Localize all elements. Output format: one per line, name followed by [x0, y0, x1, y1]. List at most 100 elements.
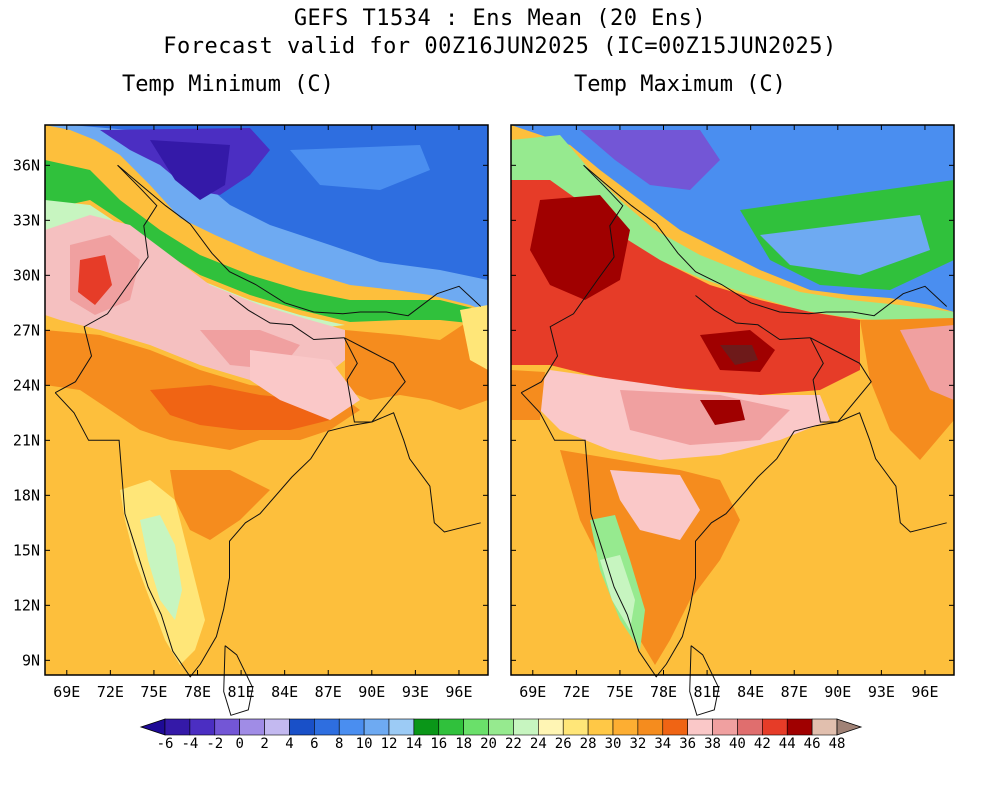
panel-title-min: Temp Minimum (C): [122, 72, 334, 97]
map-boundary-line: [54, 392, 481, 678]
colorbar-swatch: [637, 718, 664, 736]
map-boundary-line: [54, 164, 158, 394]
colorbar-swatch: [438, 718, 464, 736]
lon-tick-label: 90E: [358, 683, 385, 701]
colorbar-label: 4: [285, 736, 293, 752]
colorbar-label: -4: [181, 736, 198, 752]
colorbar-label: 2: [260, 736, 268, 752]
colorbar-label: 46: [804, 736, 821, 752]
temp-min-map: [45, 125, 488, 675]
colorbar-label: 22: [505, 736, 522, 752]
lat-tick-label: 33N: [13, 211, 40, 229]
colorbar-label: 30: [605, 736, 622, 752]
colorbar-label: 8: [335, 736, 343, 752]
lat-tick-label: 12N: [13, 596, 40, 614]
colorbar-swatch: [737, 718, 763, 736]
colorbar-label: 28: [580, 736, 597, 752]
colorbar-swatch: [338, 718, 365, 736]
map-boundary-line: [583, 164, 948, 317]
colorbar-swatch: [786, 718, 813, 736]
map-boundary-line: [695, 295, 811, 341]
lon-tick-label: 69E: [53, 683, 80, 701]
lon-tick-label: 96E: [445, 683, 472, 701]
lat-tick-label: 30N: [13, 266, 40, 284]
colorbar-swatch: [388, 718, 415, 736]
colorbar-label: -6: [157, 736, 174, 752]
colorbar-label: 38: [704, 736, 721, 752]
colorbar-arrow-left: [139, 718, 166, 736]
colorbar-label: 40: [729, 736, 746, 752]
lon-tick-label: 84E: [737, 683, 764, 701]
colorbar-swatch: [587, 718, 614, 736]
colorbar-label: 26: [555, 736, 572, 752]
lat-tick-label: 24N: [13, 376, 40, 394]
colorbar-swatch: [214, 718, 240, 736]
lon-tick-label: 93E: [402, 683, 429, 701]
map-boundary-line: [229, 295, 345, 341]
map-boundary-line: [520, 164, 624, 394]
lon-tick-label: 90E: [824, 683, 851, 701]
colorbar: -6 -4 -2 0 2 4 6 8 10 12 14 16 18 20 22 24 26 28 30 32 34 36 3…: [139, 718, 863, 752]
colorbar-swatch: [413, 718, 440, 736]
colorbar-swatch: [488, 718, 514, 736]
colorbar-swatch: [712, 718, 738, 736]
colorbar-label: 18: [455, 736, 472, 752]
lon-tick-label: 81E: [228, 683, 255, 701]
lon-tick-label: 78E: [184, 683, 211, 701]
lon-tick-label: 87E: [781, 683, 808, 701]
colorbar-label: 42: [754, 736, 771, 752]
lon-tick-label: 75E: [606, 683, 633, 701]
lon-tick-label: 87E: [315, 683, 342, 701]
colorbar-label: 34: [654, 736, 671, 752]
lon-tick-label: 81E: [694, 683, 721, 701]
colorbar-swatch: [811, 718, 838, 736]
lon-tick-label: 72E: [563, 683, 590, 701]
coastlines-borders: [54, 164, 948, 716]
colorbar-swatch: [239, 718, 265, 736]
colorbar-swatch: [363, 718, 390, 736]
colorbar-swatch: [538, 718, 564, 736]
lon-tick-label: 78E: [650, 683, 677, 701]
chart-title-line-1: GEFS T1534 : Ens Mean (20 Ens): [293, 6, 707, 31]
lon-tick-label: 84E: [271, 683, 298, 701]
colorbar-label: 16: [430, 736, 447, 752]
colorbar-swatch: [314, 718, 340, 736]
lat-tick-label: 36N: [13, 156, 40, 174]
colorbar-swatch: [662, 718, 688, 736]
colorbar-swatch: [762, 718, 788, 736]
lat-tick-label: 9N: [22, 651, 40, 669]
panel-right-frame: [510, 124, 955, 676]
map-boundary-line: [520, 392, 947, 678]
colorbar-swatch: [164, 718, 191, 736]
colorbar-swatch: [612, 718, 639, 736]
colorbar-label: 6: [310, 736, 318, 752]
longitude-axis: 69E 72E 75E 78E 81E 84E 87E 90E 93E 96E 69E 72E 75E 7…: [53, 125, 938, 701]
colorbar-label: 44: [779, 736, 796, 752]
lon-tick-label: 93E: [868, 683, 895, 701]
lon-tick-label: 69E: [519, 683, 546, 701]
colorbar-label: 32: [629, 736, 646, 752]
colorbar-label: 48: [829, 736, 846, 752]
chart-title-line-2: Forecast valid for 00Z16JUN2025 (IC=00Z1…: [163, 34, 837, 59]
colorbar-swatch: [189, 718, 216, 736]
colorbar-swatch: [463, 718, 489, 736]
map-boundary-line: [223, 645, 254, 716]
lon-tick-label: 72E: [97, 683, 124, 701]
colorbar-label: -2: [206, 736, 223, 752]
lon-tick-label: 96E: [911, 683, 938, 701]
colorbar-swatch: [687, 718, 713, 736]
colorbar-label: 14: [405, 736, 422, 752]
map-boundary-line: [117, 164, 482, 317]
lat-tick-label: 18N: [13, 486, 40, 504]
colorbar-label: 20: [480, 736, 497, 752]
colorbar-label: 36: [679, 736, 696, 752]
map-boundary-line: [809, 337, 872, 423]
panel-title-max: Temp Maximum (C): [574, 72, 786, 97]
colorbar-swatch: [562, 718, 589, 736]
lon-tick-label: 75E: [140, 683, 167, 701]
lat-tick-label: 15N: [13, 541, 40, 559]
colorbar-swatch: [264, 718, 290, 736]
panel-left-frame: [44, 124, 489, 676]
temp-max-map: [511, 125, 954, 675]
